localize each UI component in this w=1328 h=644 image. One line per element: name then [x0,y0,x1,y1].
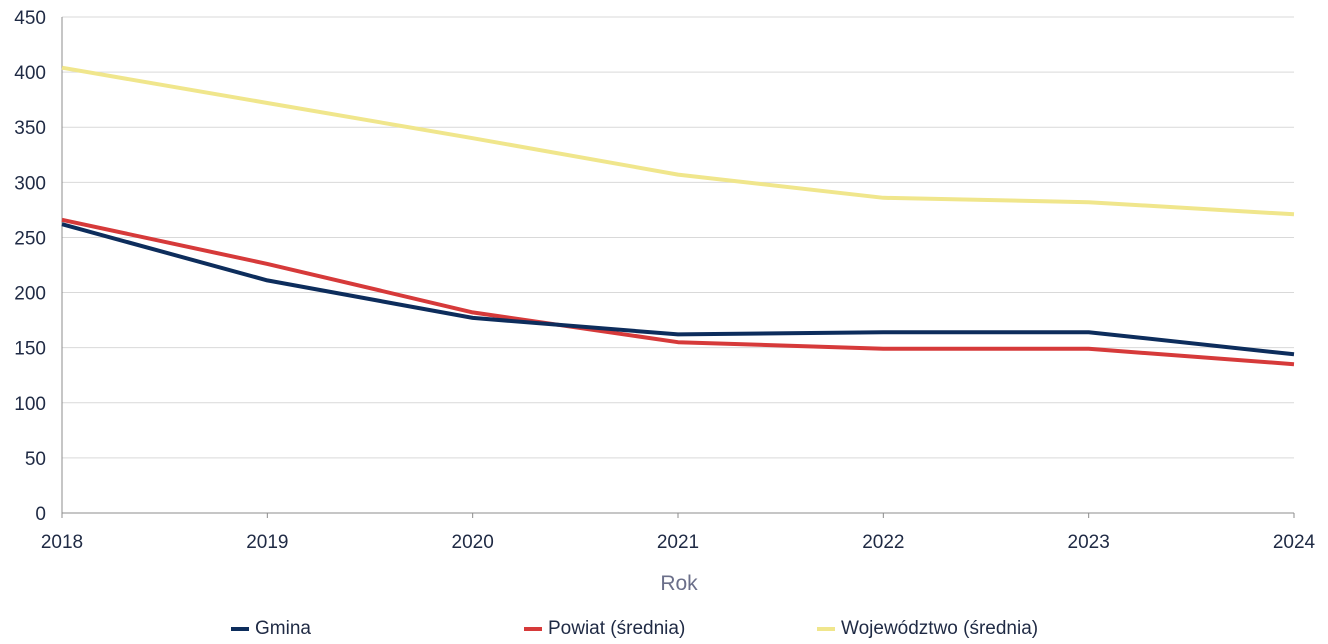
legend-item-powiat: Powiat (średnia) [524,618,685,640]
x-tick-label: 2022 [862,532,904,553]
y-tick-label: 100 [14,394,46,415]
legend-swatch [817,627,835,631]
label-layer: Rok [660,572,698,595]
series-line-wojewodztwo [61,65,1295,217]
legend-label: Powiat (średnia) [548,618,686,639]
series-line-powiat [61,217,1295,367]
y-tick-label: 150 [14,339,46,360]
y-tick-label: 300 [14,173,46,194]
line-chart: 0 50 100 150 200 250 300 350 400 450 2018 2019 2020 2… [14,8,1315,595]
x-tick-label: 2019 [246,532,288,553]
legend-label: Województwo (średnia) [841,618,1039,639]
legend-swatch [524,627,542,631]
legend-item-wojewodztwo: Województwo (średnia) [817,618,1038,640]
chart-svg: 0 50 100 150 200 250 300 350 400 450 2018 2019 2020 2… [14,8,1315,595]
x-tick-label: 2018 [41,532,83,553]
x-axis-title: Rok [660,572,698,595]
x-tick-label: 2020 [452,532,494,553]
legend-swatch [231,627,249,631]
chart-legend: Gmina Powiat (średnia) Województwo (śred… [0,618,1328,644]
series-line-gmina [61,222,1295,357]
series-layer [61,65,1295,367]
legend-item-gmina: Gmina [231,618,311,640]
y-tick-label: 350 [14,118,46,139]
x-tick-label: 2024 [1273,532,1316,553]
y-tick-label: 250 [14,228,46,249]
y-tick-label: 200 [14,284,46,305]
y-tick-label: 0 [35,504,46,525]
axis-layer: 0 50 100 150 200 250 300 350 400 450 2018 2019 2020 2… [14,8,1315,553]
grid-layer [62,16,1294,459]
x-tick-label: 2023 [1068,532,1110,553]
y-tick-label: 50 [25,449,46,470]
x-tick-label: 2021 [657,532,699,553]
y-tick-label: 450 [14,8,46,29]
y-tick-label: 400 [14,63,46,84]
legend-label: Gmina [255,618,311,639]
